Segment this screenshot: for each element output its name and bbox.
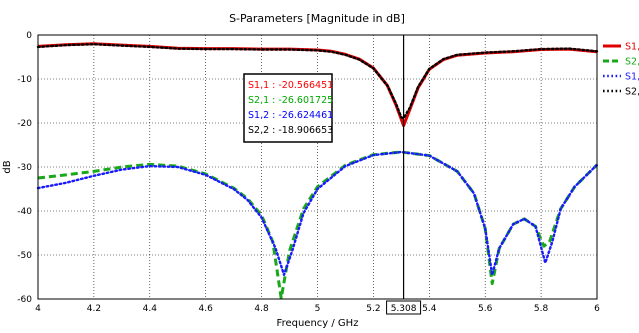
x-tick-label: 5.6 xyxy=(478,304,493,314)
y-tick-label: -30 xyxy=(17,163,32,173)
plot-frame xyxy=(37,34,598,300)
x-tick-label: 4.4 xyxy=(143,304,158,314)
series-line-4 xyxy=(36,43,599,120)
axis-ticks: 4 4.2 4.4 4.6 4.8 5 5.2 5.4 5.6 5.8 6 0 -10 -20 -30 -40… xyxy=(17,31,600,314)
y-tick-label: 0 xyxy=(26,31,32,41)
readout-line: S2,2 : -18.906653 xyxy=(248,125,333,136)
y-axis-label: dB xyxy=(2,160,13,173)
y-tick-label: -20 xyxy=(17,119,32,129)
marker-value-box xyxy=(386,300,422,315)
x-tick-label: 5.4 xyxy=(422,304,437,314)
y-tick-label: -50 xyxy=(17,251,32,261)
x-tick-label: 4.2 xyxy=(87,304,101,314)
x-tick-label: 5.2 xyxy=(366,304,380,314)
readout-line: S2,1 : -26.601725 xyxy=(248,95,333,106)
x-tick-label: 5 xyxy=(315,304,321,314)
y-tick-label: -60 xyxy=(17,295,32,305)
marker-readout-box: S1,1 : -20.566451 S2,1 : -26.601725 S1,2 :… xyxy=(243,73,333,143)
series-group xyxy=(36,42,599,300)
legend-label: S1,1 xyxy=(625,42,639,53)
legend: S1,1 S2,1 S1,2 S2,2 xyxy=(603,42,639,98)
legend-label: S2,2 xyxy=(625,87,639,98)
readout-line: S1,1 : -20.566451 xyxy=(248,80,333,91)
marker-value-label: 5.308 xyxy=(391,304,417,314)
x-tick-label: 6 xyxy=(594,304,600,314)
x-axis-label: Frequency / GHz xyxy=(277,318,359,329)
x-tick-label: 5.8 xyxy=(534,304,549,314)
y-tick-label: -40 xyxy=(17,207,32,217)
readout-frame xyxy=(243,73,333,143)
legend-label: S2,1 xyxy=(625,57,639,68)
frequency-marker: 5.308 xyxy=(386,35,422,315)
x-tick-label: 4.6 xyxy=(199,304,214,314)
x-tick-label: 4.8 xyxy=(254,304,269,314)
readout-line: S1,2 : -26.624461 xyxy=(248,110,333,121)
chart-title: S-Parameters [Magnitude in dB] xyxy=(229,12,405,25)
series-line-3 xyxy=(36,150,599,276)
x-tick-label: 4 xyxy=(35,304,41,314)
y-tick-label: -10 xyxy=(17,75,32,85)
legend-label: S1,2 xyxy=(625,72,639,83)
